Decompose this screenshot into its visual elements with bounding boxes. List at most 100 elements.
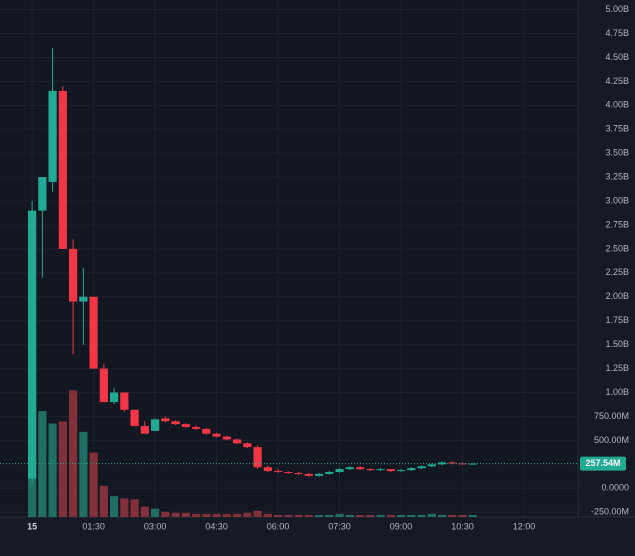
- candle-body: [325, 472, 334, 474]
- candle-body: [386, 469, 395, 472]
- candle-body: [232, 439, 242, 444]
- y-tick-label: 3.00B: [605, 195, 629, 205]
- volume-bar: [150, 508, 160, 517]
- y-tick-label: 4.75B: [605, 28, 629, 38]
- candle-body: [355, 467, 365, 470]
- y-tick-label: 3.75B: [605, 124, 629, 134]
- volume-bar: [120, 498, 129, 517]
- candle-body: [120, 392, 129, 410]
- x-tick-label: 03:00: [144, 521, 167, 531]
- volume-bar: [314, 514, 324, 517]
- volume-bar: [366, 514, 375, 517]
- volume-bar: [325, 514, 334, 517]
- volume-bar: [448, 514, 457, 517]
- volume-bar: [335, 513, 344, 517]
- candle-body: [407, 468, 416, 471]
- volume-bar: [243, 512, 252, 517]
- x-tick-label: 07:30: [328, 521, 351, 531]
- y-tick-label: 1.50B: [605, 339, 629, 349]
- candle-body: [48, 90, 57, 182]
- candle-body: [417, 466, 426, 469]
- volume-bar: [212, 513, 221, 517]
- y-tick-label: 500.00M: [594, 435, 629, 445]
- volume-bar: [89, 452, 98, 517]
- volume-bar: [407, 514, 416, 517]
- last-price-tag: [580, 456, 626, 471]
- candle-body: [304, 473, 313, 476]
- volume-bar: [58, 421, 67, 517]
- volume-bar: [222, 513, 231, 517]
- candle-body: [335, 469, 344, 473]
- volume-bar: [232, 513, 242, 517]
- volume-bar: [99, 485, 108, 517]
- y-tick-label: 1.75B: [605, 315, 629, 325]
- candle-body: [376, 469, 385, 471]
- y-tick-label: 2.50B: [605, 243, 629, 253]
- candle-body: [212, 433, 221, 437]
- candle-body: [191, 427, 201, 429]
- volume-bar: [140, 506, 149, 517]
- volume-bar: [294, 514, 303, 517]
- candle-body: [28, 210, 37, 479]
- candle-body: [161, 418, 170, 422]
- y-tick-label: 3.25B: [605, 171, 629, 181]
- candle-body: [427, 464, 436, 467]
- volume-bar: [458, 514, 467, 517]
- y-tick-label: 2.25B: [605, 267, 629, 277]
- volume-bar: [284, 514, 293, 517]
- volume-bar: [345, 514, 354, 517]
- volume-bar: [171, 512, 180, 517]
- volume-bar: [427, 513, 436, 517]
- x-tick-label: 01:30: [82, 521, 105, 531]
- volume-bar: [253, 510, 262, 517]
- candle-body: [130, 409, 139, 427]
- volume-bar: [130, 499, 139, 517]
- candle-body: [99, 368, 108, 403]
- x-tick-label: 10:30: [451, 521, 474, 531]
- y-tick-label: 1.25B: [605, 363, 629, 373]
- candle-body: [79, 296, 88, 302]
- x-tick-label: 06:00: [267, 521, 290, 531]
- x-tick-label: 09:00: [390, 521, 413, 531]
- last-price-label: 257.54M: [585, 458, 620, 468]
- candle-body: [437, 462, 447, 465]
- candle-body: [263, 467, 272, 472]
- candle-body: [314, 473, 324, 476]
- candle-body: [345, 467, 354, 470]
- volume-bar: [376, 514, 385, 517]
- x-tick-label: 12:00: [513, 521, 536, 531]
- candle-body: [89, 296, 98, 369]
- volume-bar: [191, 513, 201, 517]
- plot-area: [0, 0, 578, 517]
- volume-bar: [79, 431, 88, 517]
- volume-bar: [48, 423, 57, 517]
- volume-bar: [417, 514, 426, 517]
- y-tick-label: 0.0000: [601, 483, 629, 493]
- volume-bar: [181, 512, 190, 517]
- candle-body: [140, 426, 149, 434]
- y-tick-label: 5.00B: [605, 4, 629, 14]
- volume-bar: [304, 514, 313, 517]
- y-tick-label: -250.00M: [591, 507, 629, 517]
- volume-bar: [386, 514, 395, 517]
- volume-bar: [69, 390, 78, 517]
- candle-body: [109, 392, 119, 403]
- candle-body: [222, 436, 231, 440]
- y-tick-label: 750.00M: [594, 411, 629, 421]
- volume-bar: [109, 496, 119, 517]
- volume-bar: [202, 513, 211, 517]
- candle-body: [294, 472, 303, 474]
- volume-bar: [355, 514, 365, 517]
- y-tick-label: 4.00B: [605, 100, 629, 110]
- candle-body: [396, 470, 406, 472]
- candle-body: [38, 177, 47, 211]
- candle-body: [171, 421, 180, 425]
- volume-bar: [396, 514, 406, 517]
- candle-body: [58, 90, 67, 249]
- y-tick-label: 3.50B: [605, 148, 629, 158]
- volume-bar: [273, 514, 283, 517]
- candle-body: [202, 428, 211, 434]
- candle-body: [181, 424, 190, 428]
- candle-body: [243, 443, 252, 448]
